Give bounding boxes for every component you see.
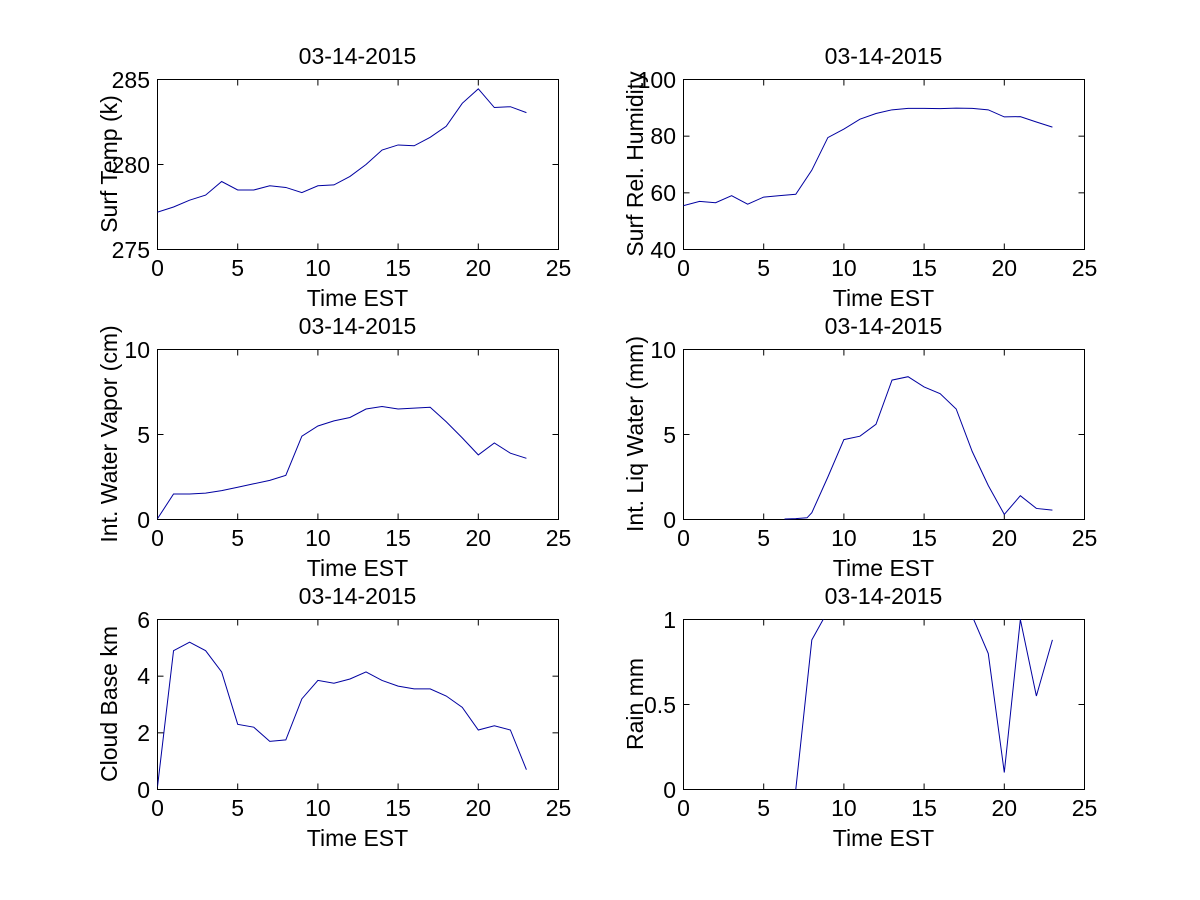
x-tick-label: 5 — [757, 255, 771, 281]
x-tick-label: 5 — [757, 525, 771, 551]
chart-title: 03-14-2015 — [298, 583, 417, 609]
y-tick-label: 4 — [137, 663, 150, 690]
x-tick-label: 15 — [911, 255, 937, 281]
data-line-cloud-base — [157, 641, 527, 787]
plot-area-rain — [683, 619, 1085, 790]
x-tick-label: 20 — [465, 255, 492, 281]
x-tick-label: 15 — [385, 795, 411, 821]
plot-area-int-water-vapor — [157, 349, 559, 520]
tick-marks — [683, 619, 1085, 790]
data-line-int-water-vapor — [157, 405, 527, 519]
axis-box — [683, 79, 1085, 250]
plot-area-surf-temp — [157, 79, 559, 250]
chart-title: 03-14-2015 — [298, 43, 417, 69]
tick-marks — [683, 79, 1085, 250]
x-tick-label: 5 — [231, 255, 245, 281]
axis-box — [683, 619, 1085, 790]
x-axis-label: Time EST — [306, 555, 409, 581]
x-tick-label: 25 — [545, 255, 572, 281]
x-tick-label: 20 — [465, 525, 492, 551]
y-tick-label: 285 — [111, 66, 150, 93]
x-tick-label: 5 — [757, 795, 771, 821]
y-tick-label: 10 — [650, 336, 676, 363]
plot-area-int-liq-water — [683, 349, 1085, 520]
y-tick-label: 6 — [137, 606, 150, 633]
x-tick-label: 0 — [151, 255, 164, 281]
x-tick-label: 25 — [1071, 525, 1098, 551]
x-tick-label: 15 — [911, 795, 937, 821]
x-tick-label: 0 — [677, 525, 690, 551]
y-tick-label: 280 — [111, 151, 150, 178]
x-tick-label: 25 — [545, 795, 572, 821]
plot-area-surf-rel-humidity — [683, 79, 1085, 250]
axis-box — [157, 349, 559, 520]
x-tick-label: 0 — [151, 525, 164, 551]
chart-title: 03-14-2015 — [824, 313, 943, 339]
x-tick-label: 10 — [305, 795, 331, 821]
y-axis-label: Surf Rel. Humidity — [622, 71, 648, 257]
plot-area-cloud-base — [157, 619, 559, 790]
x-tick-label: 10 — [305, 525, 331, 551]
x-tick-label: 15 — [385, 525, 411, 551]
data-line-surf-rel-humidity — [683, 107, 1053, 207]
x-axis-label: Time EST — [832, 285, 935, 311]
y-tick-label: 80 — [650, 123, 676, 150]
x-tick-label: 0 — [151, 795, 164, 821]
x-tick-label: 25 — [1071, 255, 1098, 281]
x-axis-label: Time EST — [306, 285, 409, 311]
y-tick-label: 5 — [137, 421, 150, 448]
y-axis-label: Cloud Base km — [96, 626, 122, 782]
tick-marks — [683, 349, 1085, 520]
x-tick-label: 5 — [231, 525, 245, 551]
y-tick-label: 60 — [650, 179, 676, 206]
y-tick-label: 0.5 — [644, 691, 676, 718]
x-tick-label: 10 — [831, 255, 857, 281]
x-tick-label: 25 — [545, 525, 572, 551]
x-tick-label: 15 — [385, 255, 411, 281]
x-tick-label: 25 — [1071, 795, 1098, 821]
y-tick-label: 10 — [124, 336, 150, 363]
y-tick-label: 275 — [111, 236, 150, 263]
x-tick-label: 0 — [677, 795, 690, 821]
x-tick-label: 20 — [991, 255, 1018, 281]
y-tick-label: 0 — [137, 776, 150, 803]
chart-title: 03-14-2015 — [298, 313, 417, 339]
x-tick-label: 10 — [831, 525, 857, 551]
tick-marks — [157, 79, 559, 250]
x-axis-label: Time EST — [832, 555, 935, 581]
x-axis-label: Time EST — [832, 825, 935, 851]
y-tick-label: 0 — [137, 506, 150, 533]
tick-marks — [157, 619, 559, 790]
data-line-surf-temp — [157, 88, 527, 213]
y-tick-label: 1 — [663, 606, 676, 633]
chart-title: 03-14-2015 — [824, 583, 943, 609]
axis-box — [683, 349, 1085, 520]
x-tick-label: 10 — [305, 255, 331, 281]
x-tick-label: 15 — [911, 525, 937, 551]
x-axis-label: Time EST — [306, 825, 409, 851]
chart-title: 03-14-2015 — [824, 43, 943, 69]
y-tick-label: 100 — [637, 66, 676, 93]
x-tick-label: 20 — [991, 795, 1018, 821]
data-line-rain — [795, 619, 1053, 790]
y-tick-label: 40 — [650, 236, 676, 263]
x-tick-label: 0 — [677, 255, 690, 281]
data-line-int-liq-water — [784, 376, 1053, 520]
y-tick-label: 0 — [663, 506, 676, 533]
axis-box — [157, 619, 559, 790]
tick-marks — [157, 349, 559, 520]
x-tick-label: 5 — [231, 795, 245, 821]
y-tick-label: 5 — [663, 421, 676, 448]
y-tick-label: 2 — [137, 719, 150, 746]
y-tick-label: 0 — [663, 776, 676, 803]
x-tick-label: 20 — [465, 795, 492, 821]
axis-box — [157, 79, 559, 250]
x-tick-label: 10 — [831, 795, 857, 821]
x-tick-label: 20 — [991, 525, 1018, 551]
